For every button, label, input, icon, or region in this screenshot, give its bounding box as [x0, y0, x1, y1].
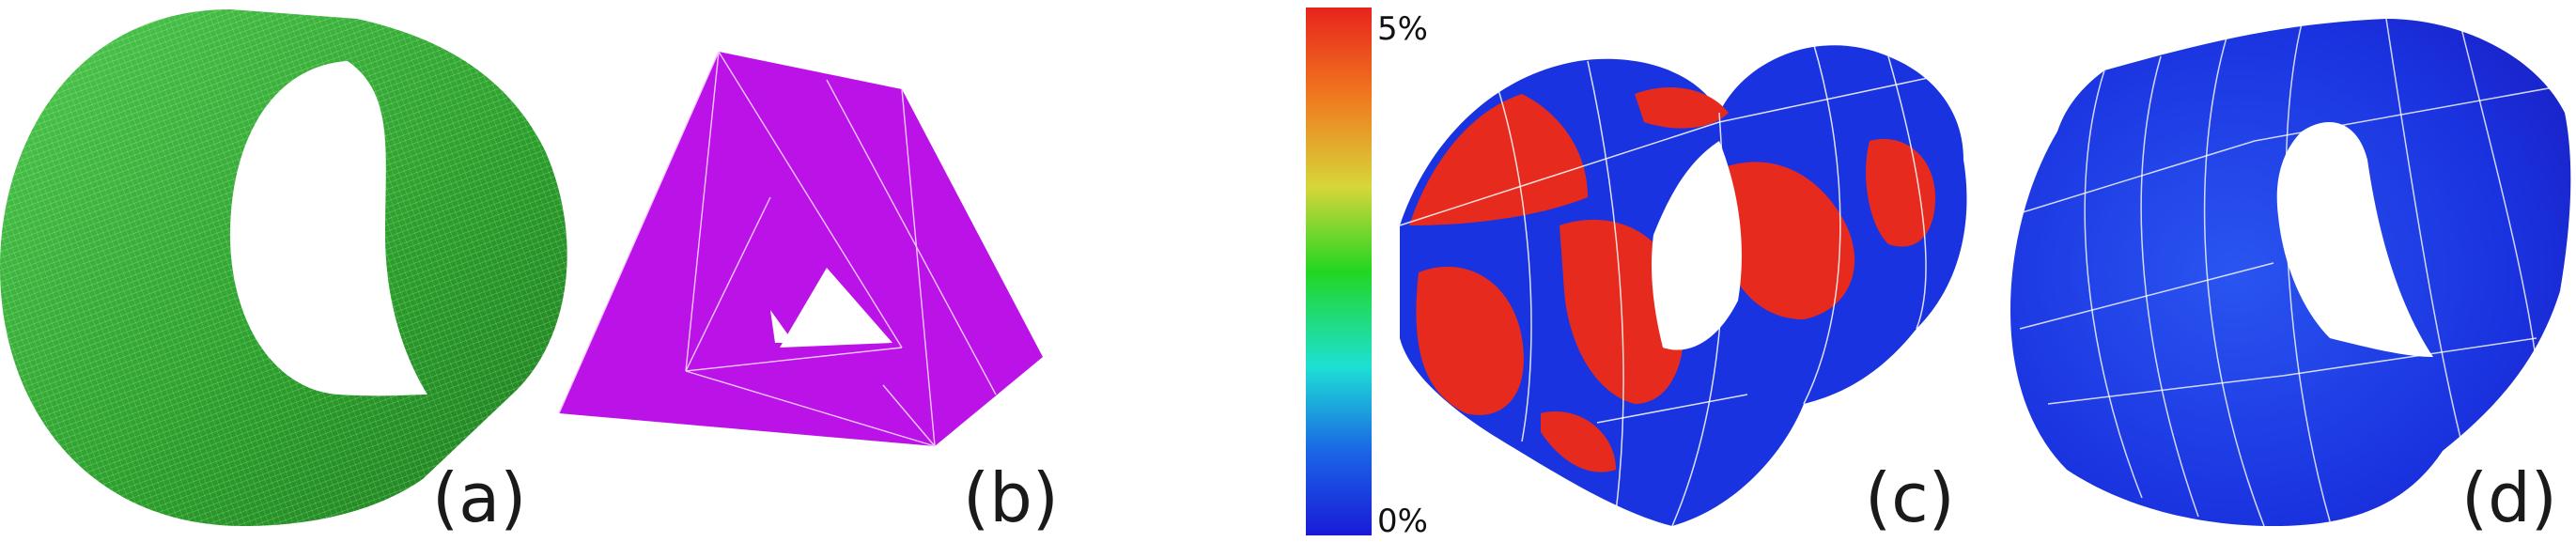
colorbar-max-label: 5%: [1377, 10, 1428, 48]
panel-c-label: (c): [1865, 458, 1955, 537]
colorbar-min-label: 0%: [1377, 503, 1428, 540]
colorbar-gradient: [1306, 8, 1372, 535]
panel-b-prism: [558, 51, 1043, 447]
panel-d-label: (d): [2461, 458, 2557, 537]
panel-a-label: (a): [432, 458, 526, 537]
panel-a-cylinder: [0, 9, 567, 526]
colorbar: 5% 0%: [1306, 8, 1428, 540]
panel-d-strain-surface: [2010, 18, 2571, 527]
panel-b-label: (b): [963, 458, 1059, 537]
panel-c-strain-surface: [1399, 41, 1967, 527]
